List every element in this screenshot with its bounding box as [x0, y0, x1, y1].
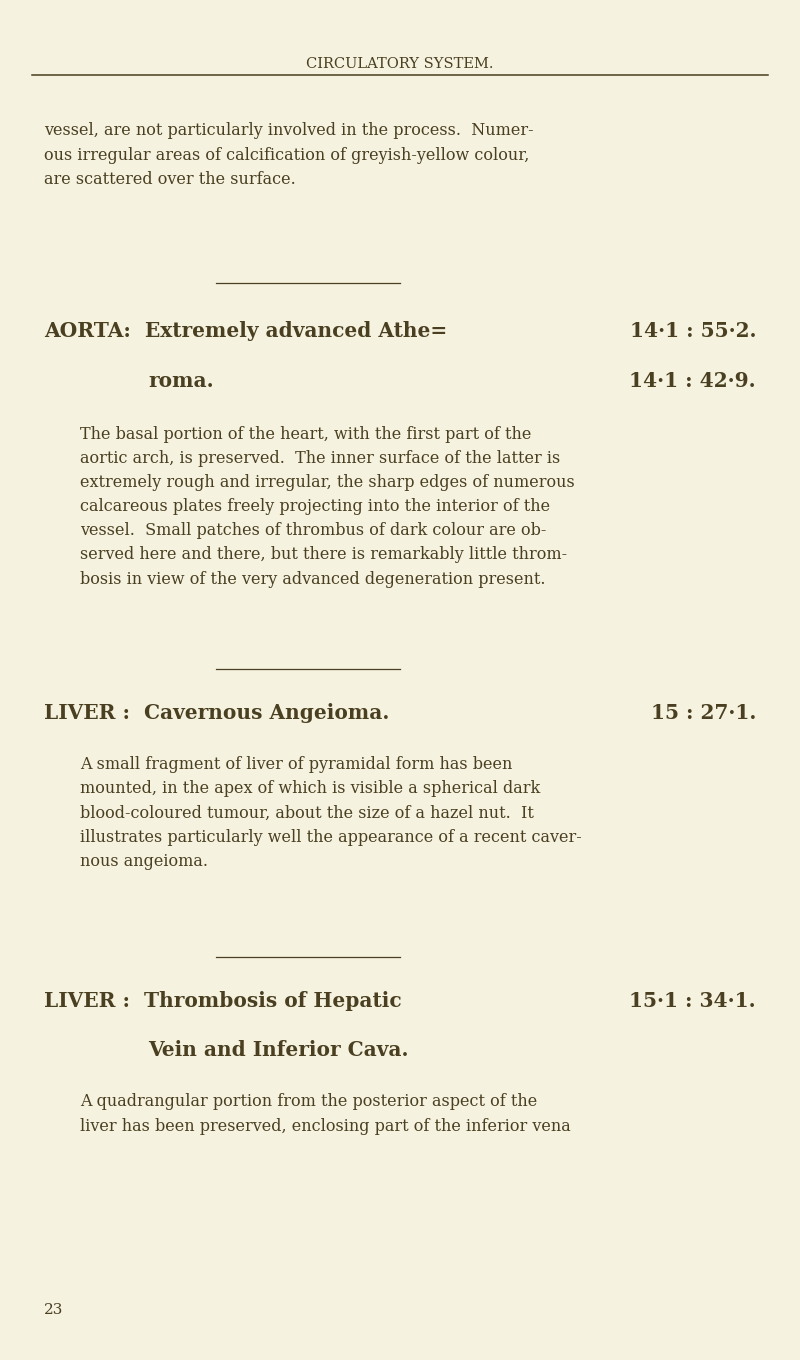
- Text: AORTA:  Extremely advanced Athe=: AORTA: Extremely advanced Athe=: [44, 321, 447, 341]
- Text: Vein and Inferior Cava.: Vein and Inferior Cava.: [148, 1040, 409, 1061]
- Text: 14·1 : 55·2.: 14·1 : 55·2.: [630, 321, 756, 341]
- Text: A quadrangular portion from the posterior aspect of the
liver has been preserved: A quadrangular portion from the posterio…: [80, 1093, 570, 1134]
- Text: The basal portion of the heart, with the first part of the
aortic arch, is prese: The basal portion of the heart, with the…: [80, 426, 574, 588]
- Text: LIVER :  Cavernous Angeioma.: LIVER : Cavernous Angeioma.: [44, 703, 390, 724]
- Text: 14·1 : 42·9.: 14·1 : 42·9.: [630, 371, 756, 392]
- Text: 15 : 27·1.: 15 : 27·1.: [650, 703, 756, 724]
- Text: vessel, are not particularly involved in the process.  Numer-
ous irregular area: vessel, are not particularly involved in…: [44, 122, 534, 188]
- Text: LIVER :  Thrombosis of Hepatic: LIVER : Thrombosis of Hepatic: [44, 991, 402, 1012]
- Text: roma.: roma.: [148, 371, 214, 392]
- Text: 15·1 : 34·1.: 15·1 : 34·1.: [630, 991, 756, 1012]
- Text: CIRCULATORY SYSTEM.: CIRCULATORY SYSTEM.: [306, 57, 494, 71]
- Text: 23: 23: [44, 1303, 63, 1316]
- Text: A small fragment of liver of pyramidal form has been
mounted, in the apex of whi: A small fragment of liver of pyramidal f…: [80, 756, 582, 870]
